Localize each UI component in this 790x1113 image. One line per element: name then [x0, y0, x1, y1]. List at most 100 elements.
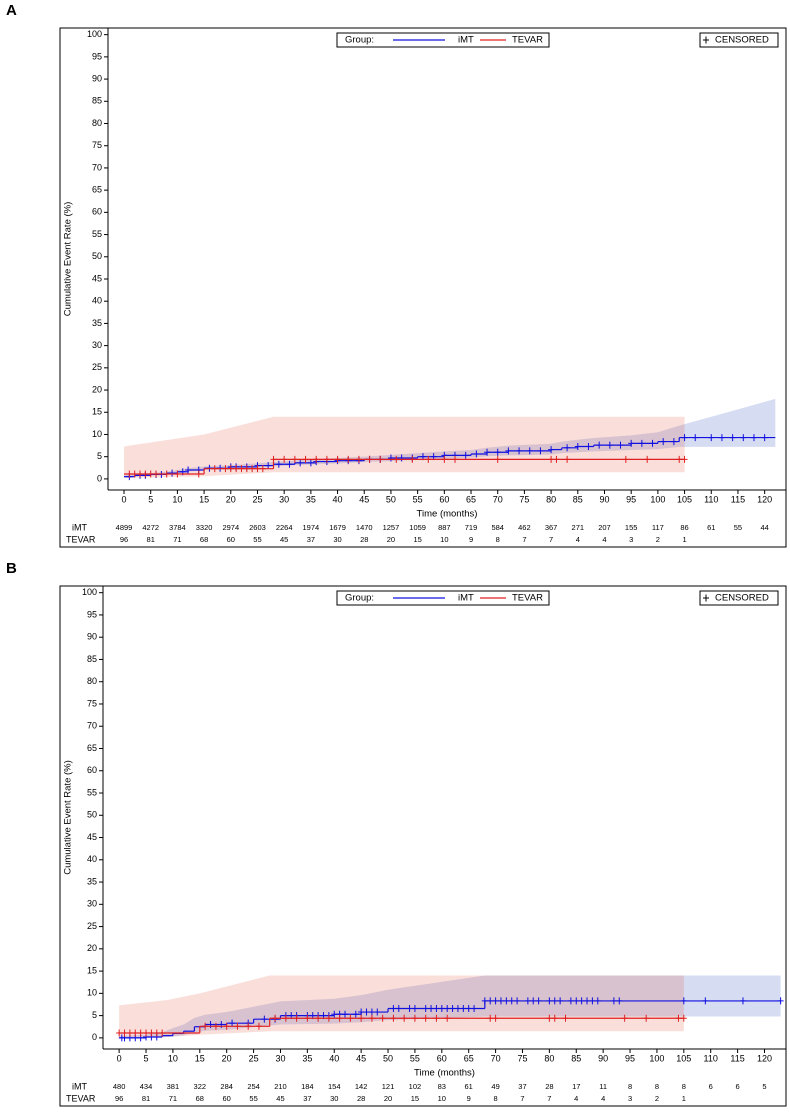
censor-mark [573, 997, 580, 1005]
censor-mark [484, 448, 491, 456]
y-tick-label: 95 [87, 609, 97, 619]
censor-mark [358, 1008, 365, 1016]
censor-mark [195, 470, 202, 478]
at-risk-count: 55 [249, 1094, 257, 1103]
at-risk-count: 322 [194, 1082, 207, 1091]
censor-mark [265, 462, 272, 470]
at-risk-count: 719 [465, 523, 478, 532]
censor-mark [452, 455, 459, 463]
censor-mark [363, 1008, 370, 1016]
censor-mark [286, 460, 293, 468]
y-tick-label: 90 [92, 73, 102, 83]
at-risk-count: 584 [491, 523, 504, 532]
y-tick-label: 35 [87, 876, 97, 886]
censor-mark [281, 455, 288, 463]
x-tick-label: 95 [625, 1053, 635, 1063]
censor-mark [202, 1022, 209, 1030]
censor-mark [643, 1014, 650, 1022]
censor-mark [494, 455, 501, 463]
censor-mark [740, 434, 747, 442]
at-risk-count: 6 [736, 1082, 740, 1091]
x-tick-label: 25 [252, 494, 262, 504]
x-tick-label: 85 [573, 494, 583, 504]
censor-mark [368, 1014, 375, 1022]
censor-mark [465, 1004, 472, 1012]
y-tick-label: 10 [92, 429, 102, 439]
x-tick-label: 120 [757, 494, 772, 504]
at-risk-count: 10 [440, 535, 448, 544]
confidence-band [253, 1001, 281, 1028]
y-tick-label: 5 [97, 451, 102, 461]
censor-mark [238, 465, 245, 473]
at-risk-count: 11 [599, 1082, 607, 1091]
x-tick-label: 55 [410, 1053, 420, 1063]
censor-mark [234, 1022, 241, 1030]
confidence-band [551, 441, 562, 455]
censor-mark [398, 454, 405, 462]
at-risk-count: 1470 [356, 523, 373, 532]
x-tick-label: 0 [122, 494, 127, 504]
y-tick-label: 85 [87, 654, 97, 664]
censor-mark [530, 997, 537, 1005]
at-risk-count: 28 [357, 1094, 365, 1103]
confidence-band [334, 995, 362, 1024]
at-risk-count: 8 [682, 1082, 686, 1091]
censor-mark [460, 1004, 467, 1012]
x-tick-label: 80 [544, 1053, 554, 1063]
at-risk-count: 2264 [276, 523, 293, 532]
censor-mark [649, 439, 656, 447]
confidence-band [484, 975, 781, 1017]
y-tick-label: 100 [87, 29, 102, 39]
legend-label: iMT [458, 35, 474, 46]
legend-title: Group: [345, 593, 374, 604]
censor-mark [261, 1015, 268, 1023]
at-risk-count: 20 [387, 535, 395, 544]
at-risk-count: 4 [602, 535, 606, 544]
y-tick-label: 65 [92, 185, 102, 195]
x-tick-label: 35 [302, 1053, 312, 1063]
confidence-band [361, 989, 389, 1023]
censor-mark [492, 1014, 499, 1022]
at-risk-count: 8 [655, 1082, 659, 1091]
censor-mark [126, 470, 133, 478]
censor-mark [229, 1019, 236, 1027]
at-risk-count: 68 [196, 1094, 204, 1103]
censor-mark [131, 470, 138, 478]
confidence-band [226, 1006, 254, 1030]
censor-mark [444, 1014, 451, 1022]
censor-mark [628, 439, 635, 447]
censor-mark [508, 997, 515, 1005]
censor-mark [681, 455, 688, 463]
censor-mark [497, 997, 504, 1005]
censor-mark [147, 470, 154, 478]
censor-mark [409, 455, 416, 463]
censor-mark [223, 1022, 230, 1030]
at-risk-count: 3320 [196, 523, 213, 532]
at-risk-count: 15 [411, 1094, 419, 1103]
at-risk-count: 207 [598, 523, 611, 532]
censor-mark [254, 465, 261, 473]
at-risk-count: 8 [494, 1094, 498, 1103]
at-risk-count: 28 [360, 535, 368, 544]
censor-mark [433, 1004, 440, 1012]
x-tick-label: 30 [279, 494, 289, 504]
x-tick-label: 105 [677, 494, 692, 504]
y-tick-label: 25 [87, 921, 97, 931]
confidence-band [471, 447, 488, 458]
confidence-band [257, 462, 274, 468]
censor-mark [143, 1029, 150, 1037]
censor-mark [401, 1014, 408, 1022]
y-tick-label: 50 [92, 251, 102, 261]
y-tick-label: 10 [87, 988, 97, 998]
censor-mark [574, 442, 581, 450]
censor-mark [428, 1004, 435, 1012]
at-risk-count: 154 [328, 1082, 341, 1091]
y-tick-label: 0 [92, 1032, 97, 1042]
censor-mark [494, 448, 501, 456]
y-tick-label: 45 [92, 273, 102, 283]
y-axis-label: Cumulative Event Rate (%) [63, 760, 74, 875]
x-tick-label: 65 [466, 494, 476, 504]
censor-mark [347, 1014, 354, 1022]
y-tick-label: 55 [87, 787, 97, 797]
censor-mark [514, 997, 521, 1005]
